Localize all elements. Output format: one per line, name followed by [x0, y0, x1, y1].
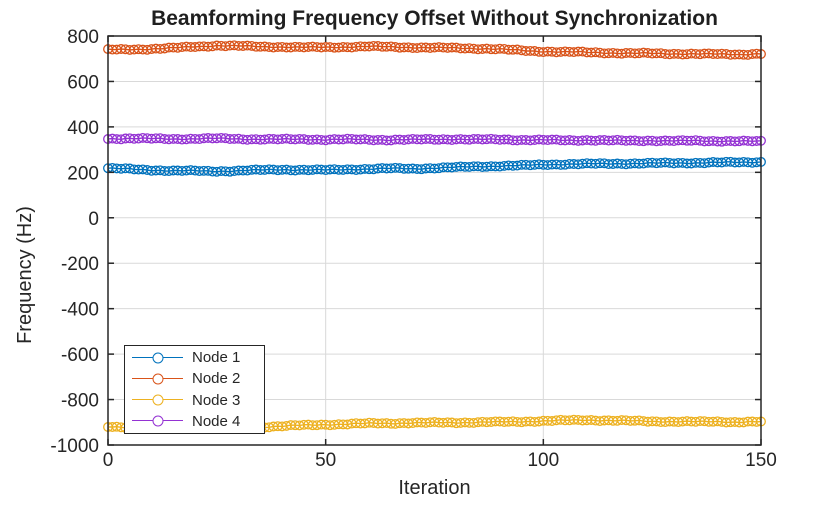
- legend-item-node-2: Node 2: [132, 368, 264, 389]
- legend-label: Node 1: [192, 349, 241, 367]
- y-tick-label: -200: [61, 254, 99, 275]
- legend: Node 1 Node 2 Node 3 Node 4: [124, 345, 265, 434]
- legend-label: Node 4: [192, 412, 241, 430]
- y-tick-label: -600: [61, 345, 99, 366]
- legend-item-node-1: Node 1: [132, 347, 264, 368]
- y-tick-label: -1000: [50, 436, 99, 457]
- legend-item-node-3: Node 3: [132, 390, 264, 411]
- chart-title: Beamforming Frequency Offset Without Syn…: [151, 7, 718, 30]
- legend-line-sample: [132, 393, 183, 407]
- legend-line-sample: [132, 351, 183, 365]
- y-tick-label: -800: [61, 391, 99, 412]
- x-tick-label: 0: [103, 450, 114, 471]
- y-tick-label: 800: [67, 27, 99, 48]
- x-tick-label: 150: [745, 450, 777, 471]
- circle-marker-icon: [152, 352, 163, 364]
- x-tick-label: 50: [315, 450, 336, 471]
- legend-line-sample: [132, 372, 183, 386]
- y-tick-label: -400: [61, 300, 99, 321]
- y-tick-label: 200: [67, 163, 99, 184]
- y-tick-label: 400: [67, 118, 99, 139]
- circle-marker-icon: [152, 394, 163, 406]
- y-tick-label: 600: [67, 72, 99, 93]
- legend-label: Node 3: [192, 391, 241, 409]
- plot-frame: [107, 35, 762, 446]
- x-axis-label: Iteration: [398, 477, 471, 499]
- circle-marker-icon: [152, 415, 163, 427]
- legend-label: Node 2: [192, 370, 241, 388]
- legend-line-sample: [132, 414, 183, 428]
- circle-marker-icon: [152, 373, 163, 385]
- y-tick-label: 0: [88, 209, 99, 230]
- x-tick-label: 100: [527, 450, 559, 471]
- legend-item-node-4: Node 4: [132, 411, 264, 432]
